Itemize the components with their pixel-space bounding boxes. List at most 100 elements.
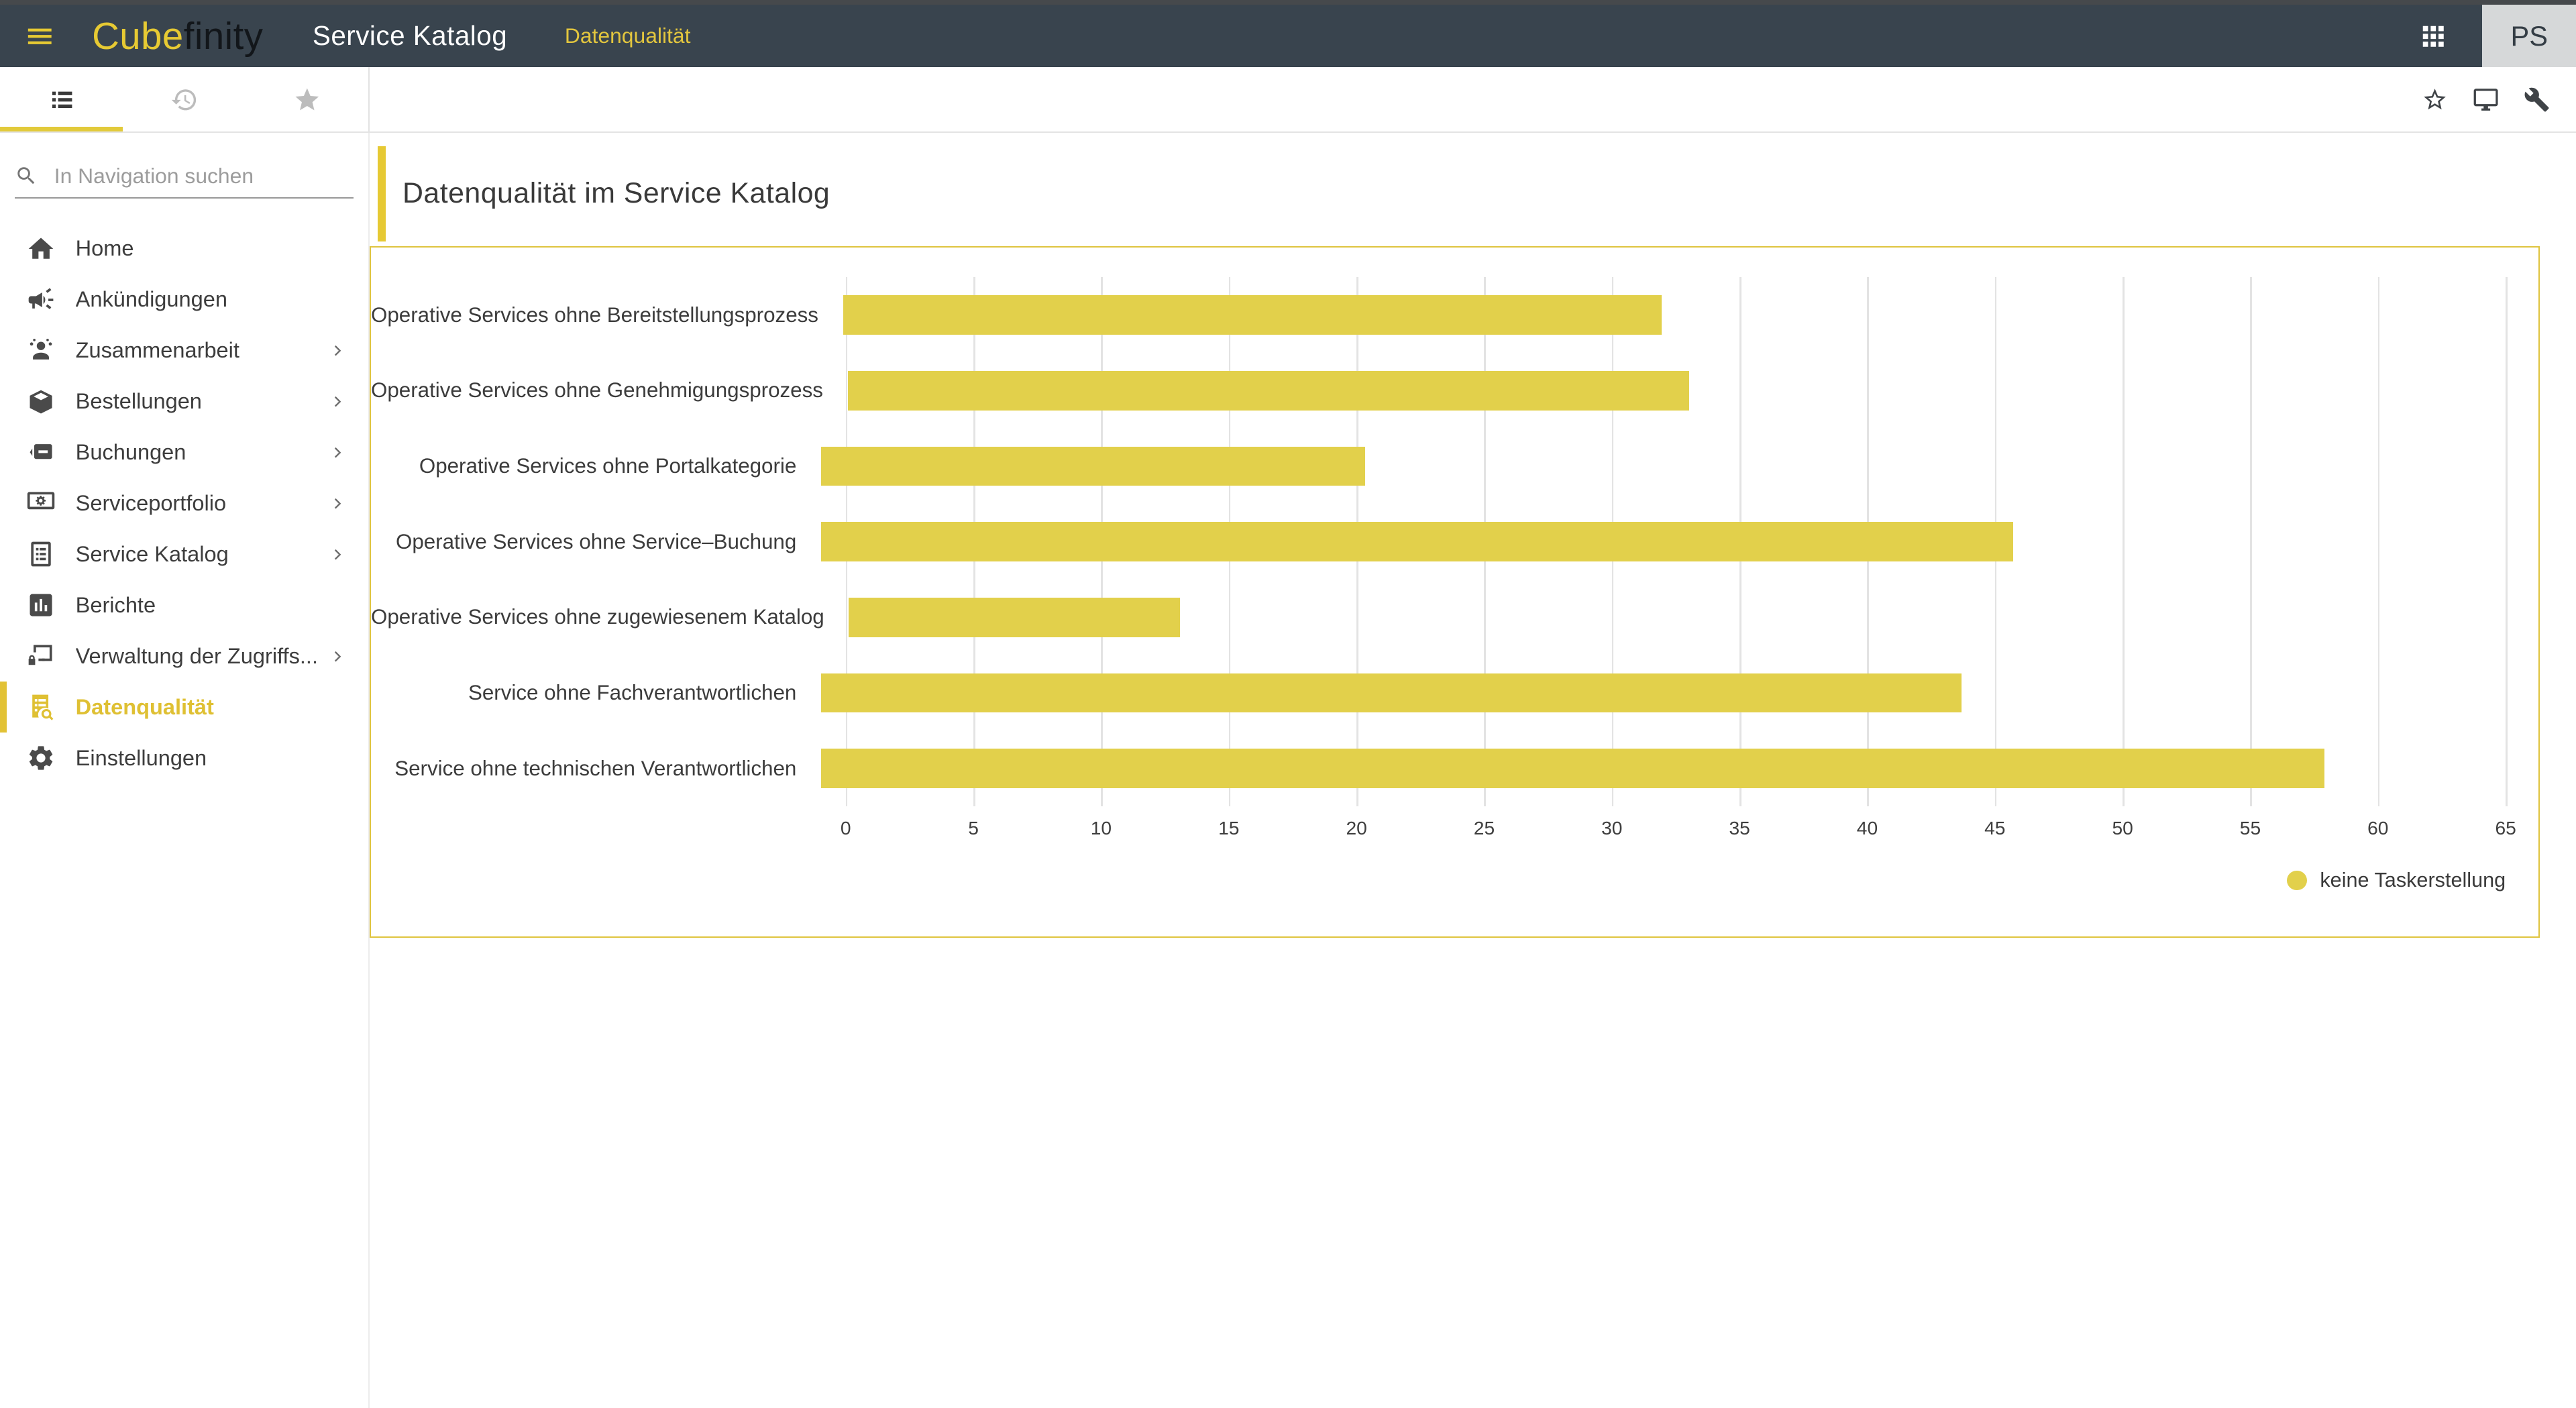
bar-keine-Taskerstellung[interactable] [843, 295, 1662, 335]
chart-legend: keine Taskerstellung [371, 869, 2506, 892]
tab-navigation[interactable] [0, 67, 123, 132]
x-tick-label: 25 [1473, 818, 1495, 838]
chart-row: Operative Services ohne zugewiesenem Kat… [371, 580, 2506, 655]
sidebar-item-label: Zusammenarbeit [75, 338, 239, 363]
x-tick-label: 10 [1090, 818, 1112, 838]
reports-icon [26, 590, 56, 620]
chart-rows: Operative Services ohne Bereitstellungsp… [371, 277, 2506, 806]
gridline-65 [2506, 277, 2508, 806]
sidebar-tab-bar [0, 67, 370, 132]
star-filled-icon [293, 86, 321, 114]
favorite-button[interactable] [2420, 85, 2449, 114]
chart-panel: Operative Services ohne Bereitstellungsp… [370, 246, 2540, 938]
category-label: Operative Services ohne zugewiesenem Kat… [371, 605, 824, 629]
bar-keine-Taskerstellung[interactable] [821, 522, 2014, 561]
display-button[interactable] [2471, 85, 2500, 114]
sidebar-nav: Home Ankündigungen Zusammenarbeit Bestellun… [0, 223, 368, 783]
bar-keine-Taskerstellung[interactable] [821, 749, 2324, 788]
bar-keine-Taskerstellung[interactable] [821, 446, 1366, 486]
bar-keine-Taskerstellung[interactable] [821, 673, 1962, 713]
catalog-icon [26, 539, 56, 569]
home-icon [26, 234, 56, 264]
search-icon [15, 164, 38, 187]
bar-track [821, 522, 2506, 561]
chart-row: Service ohne Fachverantwortlichen [371, 655, 2506, 731]
logo-primary-text: Cube [92, 15, 184, 58]
x-tick-label: 5 [968, 818, 979, 838]
apps-grid-icon[interactable] [2412, 15, 2455, 58]
app-header: Cube finity Service Katalog Datenqualität… [0, 5, 2576, 68]
legend-label: keine Taskerstellung [2320, 868, 2506, 891]
window-top-strip [0, 0, 2576, 5]
category-label: Operative Services ohne Bereitstellungsp… [371, 303, 818, 327]
monitor-icon [2473, 87, 2499, 113]
user-avatar[interactable]: PS [2482, 5, 2576, 68]
sidebar-item-label: Ankündigungen [75, 287, 227, 312]
chart-row: Service ohne technischen Verantwortliche… [371, 730, 2506, 806]
sidebar-item-label: Serviceportfolio [75, 491, 227, 515]
bar-track [821, 673, 2506, 713]
bar-keine-Taskerstellung[interactable] [847, 370, 1690, 411]
breadcrumb[interactable]: Datenqualität [564, 23, 691, 48]
chevron-right-icon [329, 545, 348, 564]
chevron-right-icon [329, 341, 348, 360]
sidebar-item-zusammenarbeit[interactable]: Zusammenarbeit [0, 325, 368, 376]
sidebar-item-home[interactable]: Home [0, 223, 368, 274]
sidebar-item-service-katalog[interactable]: Service Katalog [0, 529, 368, 580]
content-area: Datenqualität im Service Katalog Operati… [370, 133, 2576, 1407]
bar-track [821, 446, 2506, 486]
bar-keine-Taskerstellung[interactable] [849, 597, 1181, 637]
sidebar-item-label: Bestellungen [75, 389, 202, 414]
x-tick-label: 65 [2495, 818, 2516, 838]
admin-tools-button[interactable] [2522, 85, 2551, 114]
nav-search-input[interactable] [50, 162, 354, 191]
x-tick-label: 30 [1601, 818, 1623, 838]
wrench-icon [2524, 87, 2550, 113]
secondary-toolbar [0, 67, 2576, 133]
x-tick-label: 15 [1218, 818, 1240, 838]
sidebar-item-buchungen[interactable]: Buchungen [0, 427, 368, 478]
sidebar-item-ankündigungen[interactable]: Ankündigungen [0, 274, 368, 325]
sidebar-item-label: Service Katalog [75, 541, 229, 566]
category-label: Operative Services ohne Service–Buchung [395, 529, 797, 553]
category-label: Operative Services ohne Genehmigungsproz… [371, 378, 823, 402]
access-icon [26, 641, 56, 671]
sidebar-item-label: Datenqualität [75, 694, 214, 719]
sidebar-item-datenqualität[interactable]: Datenqualität [0, 682, 368, 733]
tab-history[interactable] [123, 67, 246, 131]
header-app-title: Service Katalog [312, 20, 508, 52]
category-label: Service ohne Fachverantwortlichen [468, 680, 797, 704]
history-icon [170, 86, 199, 114]
chevron-right-icon [329, 647, 348, 666]
sidebar-item-serviceportfolio[interactable]: Serviceportfolio [0, 478, 368, 529]
x-tick-label: 35 [1729, 818, 1750, 838]
x-tick-label: 0 [840, 818, 851, 838]
tab-favorites[interactable] [246, 67, 368, 131]
orders-icon [26, 387, 56, 417]
chevron-right-icon [329, 494, 348, 513]
settings-icon [26, 743, 56, 773]
sidebar-item-einstellungen[interactable]: Einstellungen [0, 733, 368, 783]
sidebar-item-label: Verwaltung der Zugriffs... [75, 643, 319, 668]
sidebar-item-berichte[interactable]: Berichte [0, 580, 368, 631]
portfolio-icon [26, 488, 56, 518]
x-tick-label: 60 [2367, 818, 2389, 838]
nav-search [15, 154, 354, 199]
x-tick-label: 45 [1984, 818, 2006, 838]
gridline-60 [2377, 277, 2380, 806]
announcement-icon [26, 285, 56, 315]
chart-row: Operative Services ohne Genehmigungsproz… [371, 353, 2506, 429]
logo-secondary-text: finity [183, 15, 264, 58]
page-title: Datenqualität im Service Katalog [402, 177, 830, 210]
chart-row: Operative Services ohne Bereitstellungsp… [371, 277, 2506, 353]
chart-x-axis: 0 5 10 15 20 25 30 35 40 45 50 55 60 65 [841, 806, 2516, 843]
chart-row: Operative Services ohne Service–Buchung [371, 504, 2506, 580]
sidebar-item-label: Home [75, 236, 134, 261]
bar-track [847, 370, 2506, 411]
sidebar-item-bestellungen[interactable]: Bestellungen [0, 376, 368, 427]
chevron-right-icon [329, 443, 348, 462]
hamburger-menu-icon[interactable] [21, 18, 58, 54]
sidebar-item-verwaltung-der-zugriffs[interactable]: Verwaltung der Zugriffs... [0, 631, 368, 682]
gridline-50 [2123, 277, 2125, 806]
page-title-row: Datenqualität im Service Katalog [370, 146, 2576, 241]
